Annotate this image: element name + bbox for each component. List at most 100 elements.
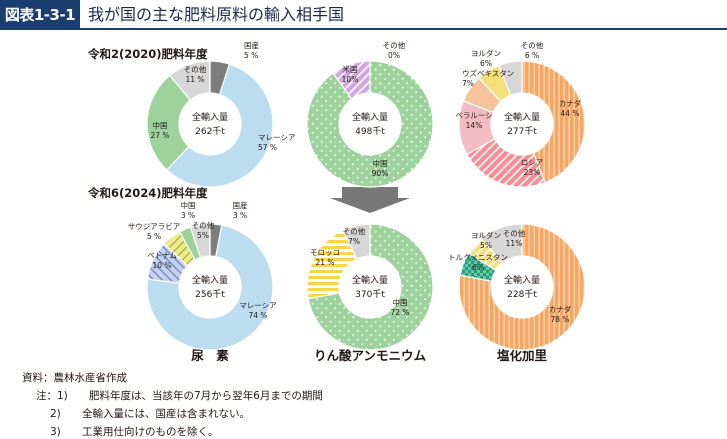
donut-center-total: 498千t xyxy=(355,126,385,137)
slice-label: その他 xyxy=(192,220,215,230)
pie-slice xyxy=(166,63,274,188)
slice-label: マレーシア xyxy=(258,133,295,142)
column-label-urea: 尿 素 xyxy=(191,348,229,363)
slice-value-label: 11% xyxy=(506,239,523,248)
donut-center-total: 370千t xyxy=(355,289,385,300)
slice-label: 国産 xyxy=(244,40,259,50)
slice-value-label: 5% xyxy=(480,241,492,250)
slice-value-label: 72 % xyxy=(390,308,409,317)
slice-label: ベトナム xyxy=(147,251,177,260)
donut-center-caption: 全輸入量 xyxy=(352,274,388,286)
donut-center-total: 256千t xyxy=(195,289,225,300)
donut-center-caption: 全輸入量 xyxy=(504,274,540,286)
donut-center-caption: 全輸入量 xyxy=(192,274,228,286)
slice-label: サウジアラビア xyxy=(128,222,181,231)
slice-label: ベラルーシ xyxy=(455,111,492,120)
donut-center-total: 277千t xyxy=(507,126,537,137)
slice-value-label: 10 % xyxy=(152,261,171,270)
slice-value-label: 0% xyxy=(388,51,400,60)
slice-label: カナダ xyxy=(559,98,582,108)
donut-center-caption: 全輸入量 xyxy=(192,111,228,123)
slice-value-label: 3 % xyxy=(233,211,247,220)
donut-center-total: 262千t xyxy=(195,126,225,137)
donut-center-caption: 全輸入量 xyxy=(352,111,388,123)
slice-label: その他 xyxy=(184,64,207,74)
donut-center-caption: 全輸入量 xyxy=(504,111,540,123)
slice-label: 中国 xyxy=(153,120,168,130)
pie-slice xyxy=(189,223,211,259)
pie-slice xyxy=(306,60,434,188)
slice-value-label: 21 % xyxy=(315,258,334,267)
pie-slice xyxy=(521,60,586,184)
donut-center-total: 228千t xyxy=(507,289,537,300)
slice-label: カナダ xyxy=(549,304,572,314)
footnote-2: 2) 全輸入量には、国産は含まれない。 xyxy=(36,406,250,421)
pie-slice xyxy=(498,60,523,96)
note-prefix: 注： xyxy=(36,390,57,402)
slice-label: トルクメニスタン xyxy=(448,253,508,262)
slice-value-label: 90% xyxy=(372,169,389,178)
slice-value-label: 5 % xyxy=(244,51,258,60)
slice-value-label: 11 % xyxy=(185,75,204,84)
slice-label: ウズベキスタン xyxy=(462,68,514,78)
header-rule xyxy=(80,28,727,30)
slice-value-label: 7% xyxy=(348,237,360,246)
pie-slice xyxy=(458,223,586,351)
footnote-3: 3) 工業用仕向けのものを除く。 xyxy=(36,424,219,439)
pie-slice xyxy=(146,224,274,351)
slice-value-label: 78 % xyxy=(550,315,569,324)
slice-label: 米国 xyxy=(343,64,358,74)
slice-label: ヨルダン xyxy=(471,230,501,240)
footnote-text: 肥料年度は、当該年の7月から翌年6月までの期間 xyxy=(89,390,323,402)
pie-slice xyxy=(168,60,211,101)
pie-slice xyxy=(480,223,523,264)
pie-slice xyxy=(307,223,434,351)
pie-slice xyxy=(342,223,371,260)
slice-value-label: 10% xyxy=(342,75,359,84)
footnote-number: 2) xyxy=(50,408,61,420)
slice-label: ヨルダン xyxy=(471,48,501,58)
figure-title: 我が国の主な肥料原料の輸入相手国 xyxy=(88,5,345,24)
slice-label: ロシア xyxy=(521,158,544,167)
source-note: 資料：農林水産省作成 xyxy=(22,372,127,384)
slice-label: マレーシア xyxy=(239,301,276,310)
footnote-number: 1) xyxy=(57,390,68,402)
slice-label: その他 xyxy=(503,228,526,238)
footnote-text: 工業用仕向けのものを除く。 xyxy=(82,426,219,438)
column-label-potassium-chloride: 塩化加里 xyxy=(497,348,548,363)
slice-value-label: 14% xyxy=(466,121,483,130)
slice-label: その他 xyxy=(521,40,544,50)
footnote-1: 注：1) 肥料年度は、当該年の7月から翌年6月までの期間 xyxy=(36,388,323,403)
slice-label: 中国 xyxy=(393,297,408,307)
slice-label: 国産 xyxy=(233,200,248,210)
pie-slice xyxy=(146,74,192,171)
slice-label: 中国 xyxy=(373,158,388,168)
slice-label: 中国 xyxy=(181,200,196,210)
slice-value-label: 27 % xyxy=(150,131,169,140)
slice-label: その他 xyxy=(343,226,366,236)
slice-value-label: 6% xyxy=(480,59,492,68)
pie-slice xyxy=(332,60,371,100)
slice-label: モロッコ xyxy=(310,248,340,257)
figure-header: 図表1-3-1 我が国の主な肥料原料の輸入相手国 xyxy=(0,0,727,30)
slice-value-label: 5 % xyxy=(147,232,161,241)
slice-value-label: 74 % xyxy=(248,311,267,320)
slice-value-label: 7% xyxy=(462,79,474,88)
column-label-ammonium-phosphate: りん酸アンモニウム xyxy=(314,348,427,363)
slice-value-label: 44 % xyxy=(560,109,579,118)
row-label-2020: 令和2(2020)肥料年度 xyxy=(87,47,208,61)
footnote-number: 3) xyxy=(50,426,61,438)
slice-value-label: 6 % xyxy=(525,51,539,60)
slice-value-label: 57 % xyxy=(258,143,277,152)
slice-value-label: 23% xyxy=(524,168,541,177)
figure-number-badge: 図表1-3-1 xyxy=(0,0,80,30)
slice-value-label: 5% xyxy=(197,231,209,240)
slice-value-label: 6% xyxy=(472,263,484,272)
